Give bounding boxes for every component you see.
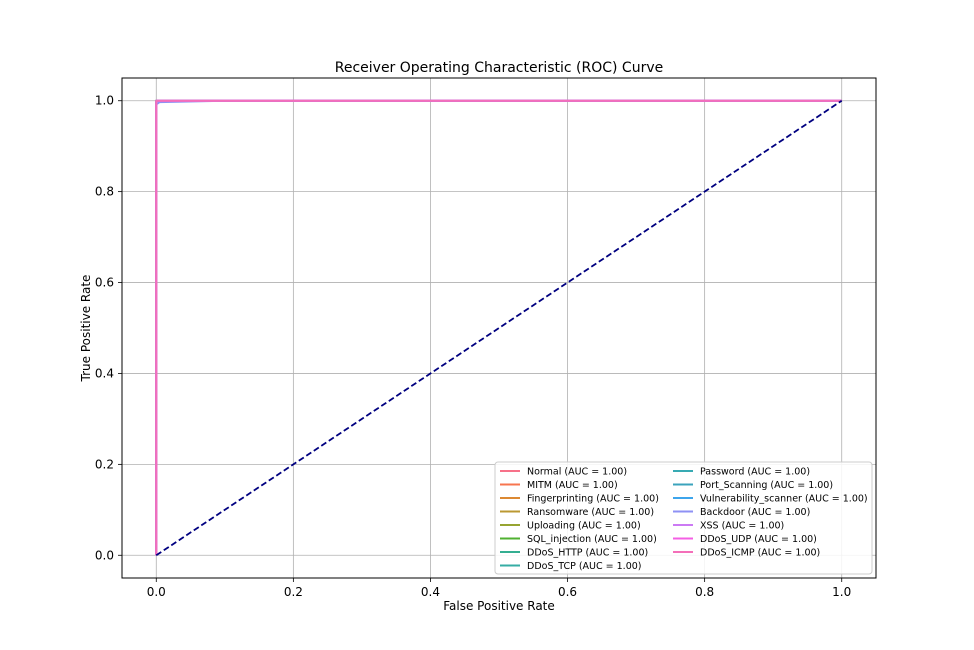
legend-label-8: Password (AUC = 1.00): [700, 467, 810, 478]
legend-label-9: Port_Scanning (AUC = 1.00): [700, 480, 833, 491]
x-tick-label: 1.0: [832, 585, 851, 599]
series-line-14: [155, 99, 842, 556]
x-axis-ticks: 0.0 0.2 0.4 0.6 0.8 1.0: [147, 578, 851, 599]
reference-diagonal-line: [155, 99, 843, 557]
y-tick-label: 0.2: [95, 457, 114, 471]
legend-label-1: MITM (AUC = 1.00): [527, 480, 618, 491]
legend-label-12: XSS (AUC = 1.00): [700, 521, 784, 532]
legend-box: [494, 461, 873, 575]
plot-frame: [121, 77, 877, 579]
y-tick-label: 0.0: [95, 548, 114, 562]
x-axis-label: False Positive Rate: [443, 599, 555, 613]
legend-label-7: DDoS_TCP (AUC = 1.00): [527, 561, 642, 572]
legend-label-13: DDoS_UDP (AUC = 1.00): [700, 534, 817, 545]
legend-label-2: Fingerprinting (AUC = 1.00): [527, 494, 659, 505]
legend-label-5: SQL_injection (AUC = 1.00): [527, 534, 657, 545]
legend-label-6: DDoS_HTTP (AUC = 1.00): [527, 548, 648, 559]
legend-label-11: Backdoor (AUC = 1.00): [700, 507, 810, 518]
legend-label-14: DDoS_ICMP (AUC = 1.00): [700, 548, 820, 559]
x-tick-label: 0.6: [558, 585, 577, 599]
legend: Normal (AUC = 1.00) MITM (AUC = 1.00) Fing…: [494, 461, 873, 575]
legend-label-3: Ransomware (AUC = 1.00): [527, 507, 654, 518]
y-tick-label: 0.8: [95, 185, 114, 199]
legend-label-0: Normal (AUC = 1.00): [527, 467, 627, 478]
y-axis-ticks: 0.0 0.2 0.4 0.6 0.8 1.0: [95, 94, 122, 562]
x-tick-label: 0.0: [147, 585, 166, 599]
y-tick-label: 1.0: [95, 94, 114, 108]
legend-label-4: Uploading (AUC = 1.00): [527, 521, 641, 532]
y-tick-label: 0.4: [95, 366, 114, 380]
x-tick-label: 0.8: [695, 585, 714, 599]
chart-title: Receiver Operating Characteristic (ROC) …: [335, 60, 664, 76]
y-axis-label: True Positive Rate: [79, 275, 93, 383]
x-tick-label: 0.2: [284, 585, 303, 599]
y-tick-label: 0.6: [95, 276, 114, 290]
legend-label-10: Vulnerability_scanner (AUC = 1.00): [700, 494, 868, 505]
plot-series: [155, 99, 843, 557]
x-tick-label: 0.4: [421, 585, 440, 599]
grid-lines: [122, 78, 876, 578]
